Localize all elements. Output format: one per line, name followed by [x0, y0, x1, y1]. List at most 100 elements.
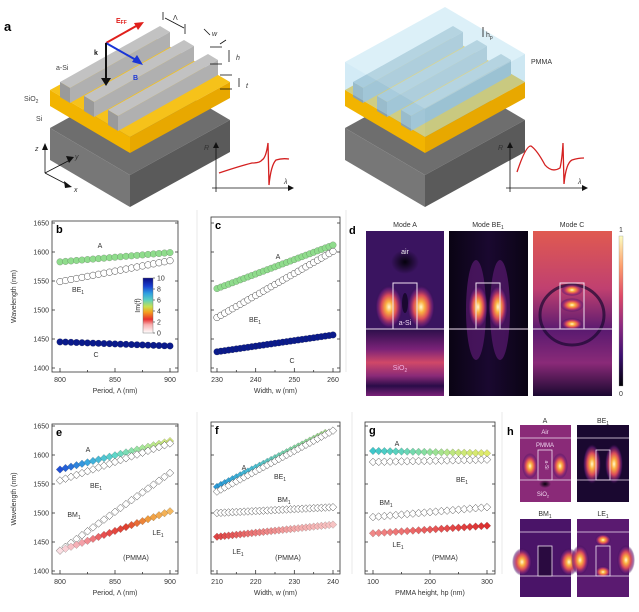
data-point [165, 507, 175, 516]
inset-xlabel-pmma: λ [577, 179, 582, 186]
label-pmma: PMMA [531, 59, 552, 66]
data-point [127, 496, 136, 505]
data-point [166, 249, 174, 257]
data-point [408, 447, 418, 456]
field-map-mode-be1: Mode BE1 [449, 222, 528, 396]
plot-frame [210, 216, 341, 373]
y-tick-label: 1500 [33, 511, 49, 518]
data-point [110, 507, 120, 516]
x-tick-label: 260 [327, 377, 339, 384]
annotation-pmma: (PMMA) [123, 555, 149, 562]
data-point [420, 525, 429, 535]
data-point [391, 447, 400, 456]
field-map-mode-c: Mode C [533, 222, 612, 396]
x-tick-label: 240 [327, 579, 339, 586]
data-point [385, 528, 395, 537]
data-point [83, 527, 92, 536]
y-tick-label: 1650 [33, 424, 49, 431]
panel-label-h: h [507, 426, 514, 438]
chart-panel-g: g 100 200 300 PMMA height, hp (nm) A BE1 BM1 LE1… [364, 421, 496, 597]
series-be1 [368, 455, 492, 467]
region-label-sio2: SiO2 [393, 365, 408, 374]
data-point [471, 455, 480, 465]
data-point [437, 448, 446, 457]
data-point [328, 520, 338, 529]
series-c [213, 331, 337, 356]
field-map-h-be1: BE1 [577, 418, 629, 502]
x-tick-label: 220 [250, 579, 262, 586]
label-period: Λ [173, 15, 178, 22]
data-point [454, 523, 463, 532]
data-point [368, 529, 378, 538]
panel-label-e: e [56, 427, 62, 439]
field-map-h-a: A Air PMMA a-Si SiO2 [520, 418, 571, 502]
data-point [408, 456, 418, 466]
panel-label-a: a [4, 19, 12, 34]
b-field-arrowhead [132, 55, 143, 65]
chart-panel-e: e 1400 1450 1500 1550 1600 1650 800 850 900 Period… [11, 424, 179, 597]
annotation-bm1: BM1 [277, 497, 291, 506]
data-point [149, 480, 158, 489]
annotation-le1: LE1 [152, 530, 164, 539]
annotation-be1: BE1 [72, 287, 84, 296]
series-a [368, 446, 492, 458]
colorbar-tick-label: 2 [157, 320, 161, 327]
annotation-a: A [395, 441, 400, 448]
data-point [448, 523, 457, 533]
data-point [465, 522, 475, 532]
field-map-mode-a: Mode A air a-Si SiO2 [366, 222, 444, 396]
y-tick-label: 1550 [33, 482, 49, 489]
chart-panels: b 1400 1450 1500 1550 1600 1650 800 850 900 Period… [11, 210, 503, 597]
x-tick-label: 900 [164, 579, 176, 586]
data-point [329, 241, 337, 249]
panel-a: a a-Si SiO2 [4, 7, 588, 207]
series-a [213, 241, 337, 293]
data-point [391, 527, 400, 536]
colorbar-field-intensity: 1 0 [618, 227, 624, 398]
x-tick-label: 850 [109, 377, 121, 384]
x-tick-label: 850 [109, 579, 121, 586]
series-le1 [368, 521, 492, 538]
colorbar-gradient [142, 277, 154, 334]
series-be1 [56, 257, 174, 286]
data-point [397, 447, 406, 456]
data-point [94, 519, 103, 528]
title-h-bm1: BM1 [538, 511, 552, 520]
colorbar-imf: 0 2 4 6 8 10 Im(f) [135, 276, 165, 338]
annotation-be1: BE1 [90, 483, 102, 492]
data-point [482, 455, 492, 464]
panel-h: h A Air PMMA a-Si SiO2 BE1 [507, 418, 635, 597]
label-k: k [94, 50, 98, 57]
x-axis-arrowhead [64, 181, 72, 188]
region-label-asi: a-Si [399, 320, 412, 327]
data-point [99, 515, 109, 524]
data-point [328, 503, 338, 512]
asi-ridges [60, 26, 218, 131]
colorbar-min-label: 0 [619, 391, 623, 398]
title-mode-c: Mode C [560, 222, 585, 229]
annotation-pmma: (PMMA) [275, 555, 301, 562]
x-tick-label: 210 [211, 579, 223, 586]
x-tick-label: 300 [481, 579, 493, 586]
inset-curve-pmma [516, 142, 585, 185]
data-point [403, 526, 412, 536]
data-point [465, 455, 475, 465]
title-h-be1: BE1 [597, 418, 609, 427]
annotation-c: C [289, 358, 294, 365]
label-b-field: B [133, 75, 138, 82]
inset-curve [218, 142, 290, 186]
annotation-c: C [93, 352, 98, 359]
data-point [442, 524, 452, 533]
dimension-markers [162, 12, 240, 90]
region-label-air-h: Air [541, 430, 548, 436]
annotation-be1: BE1 [456, 477, 468, 486]
plot-frame [51, 220, 179, 373]
data-point [414, 456, 423, 466]
e-field-vector [105, 24, 139, 44]
x-tick-label: 240 [250, 377, 262, 384]
data-point [460, 523, 469, 532]
series-be1 [55, 439, 175, 485]
x-tick-label: 200 [424, 579, 436, 586]
plot-frame [364, 421, 496, 575]
data-point [477, 455, 486, 464]
